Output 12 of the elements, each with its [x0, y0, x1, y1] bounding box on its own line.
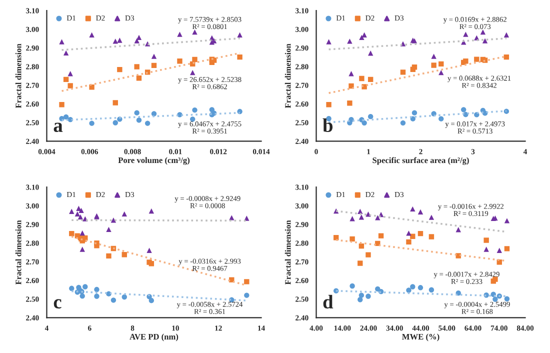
- annotation: a: [54, 122, 63, 132]
- y-axis-title: Fractal dimension: [284, 44, 291, 108]
- annotation: d: [323, 294, 334, 309]
- x-axis-title: Specific surface area (m²/g): [372, 157, 469, 165]
- y-axis-title: Fractal dimension: [15, 44, 22, 108]
- x-axis-title: Pore volume (cm³/g): [118, 157, 190, 165]
- annotation: b: [322, 118, 333, 132]
- x-axis-title: MWE (%): [402, 334, 440, 342]
- x-axis-title: AVE PD (nm): [130, 334, 178, 342]
- y-axis-title: Fractal dimension: [15, 220, 22, 285]
- annotation: c: [54, 299, 62, 309]
- y-axis-title: Fractal dimension: [284, 220, 291, 285]
